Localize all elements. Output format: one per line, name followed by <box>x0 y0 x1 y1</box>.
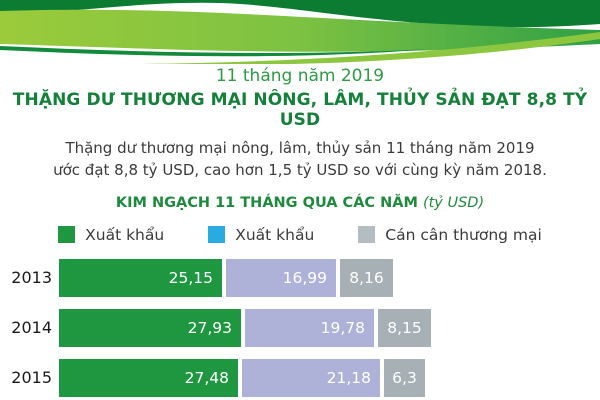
wave-main-ribbon <box>0 9 600 52</box>
bar-row-2014: 2014 27,93 19,78 8,15 <box>0 308 600 347</box>
legend-swatch <box>208 226 226 243</box>
chart-legend: Xuất khẩu Xuất khẩu Cán cân thương mại <box>0 226 600 244</box>
page-title: THẶNG DƯ THƯƠNG MẠI NÔNG, LÂM, THỦY SẢN … <box>12 90 588 130</box>
bar-value: 27,93 <box>187 318 232 337</box>
year-label: 2014 <box>11 318 52 337</box>
bar-segment: 27,48 <box>59 358 238 397</box>
bar-segment: 8,16 <box>340 258 393 297</box>
header-wave-decoration <box>0 0 600 64</box>
bar-chart: 2013 25,15 16,99 8,16 2014 27,93 19,78 8,15 2015… <box>0 258 600 397</box>
bar-value: 8,15 <box>387 318 422 337</box>
bar-row-2015: 2015 27,48 21,18 6,3 <box>0 358 600 397</box>
bar-value: 27,48 <box>184 368 229 387</box>
legend-item-0: Xuất khẩu <box>58 226 164 244</box>
bar-value: 16,99 <box>282 268 327 287</box>
chart-unit-label: (tỷ USD) <box>422 194 485 211</box>
wave-dark-edge <box>0 46 430 57</box>
chart-title: KIM NGẠCH 11 THÁNG QUA CÁC NĂM (tỷ USD) <box>0 195 600 211</box>
chart-title-text: KIM NGẠCH 11 THÁNG QUA CÁC NĂM <box>115 194 418 211</box>
subtitle: Thặng dư thương mại nông, lâm, thủy sản … <box>0 138 600 182</box>
legend-label: Xuất khẩu <box>235 225 315 244</box>
bar-row-2013: 2013 25,15 16,99 8,16 <box>0 258 600 297</box>
year-label: 2015 <box>11 368 52 387</box>
period-label: 11 tháng năm 2019 <box>215 66 385 86</box>
bar-segment: 16,99 <box>226 258 336 297</box>
bar-segment: 6,3 <box>384 358 425 397</box>
year-label: 2013 <box>11 268 52 287</box>
legend-item-2: Cán cân thương mại <box>358 226 542 244</box>
legend-item-1: Xuất khẩu <box>208 226 314 244</box>
bar-value: 6,3 <box>392 368 417 387</box>
legend-swatch <box>358 226 376 243</box>
legend-label: Cán cân thương mại <box>385 225 542 244</box>
wave-dark-band <box>0 0 600 28</box>
wave-light-swoosh <box>140 32 600 64</box>
bar-segment: 19,78 <box>245 308 374 347</box>
bar-segment: 21,18 <box>242 358 380 397</box>
bar-value: 19,78 <box>320 318 365 337</box>
subtitle-line-1: Thặng dư thương mại nông, lâm, thủy sản … <box>65 139 535 157</box>
bar-value: 8,16 <box>349 268 384 287</box>
legend-label: Xuất khẩu <box>85 225 165 244</box>
bar-value: 25,15 <box>168 268 213 287</box>
bar-segment: 25,15 <box>59 258 222 297</box>
legend-swatch <box>58 226 76 243</box>
bar-segment: 27,93 <box>59 308 241 347</box>
subtitle-line-2: ước đạt 8,8 tỷ USD, cao hơn 1,5 tỷ USD s… <box>53 160 547 179</box>
bar-segment: 8,15 <box>378 308 431 347</box>
bar-value: 21,18 <box>326 368 371 387</box>
